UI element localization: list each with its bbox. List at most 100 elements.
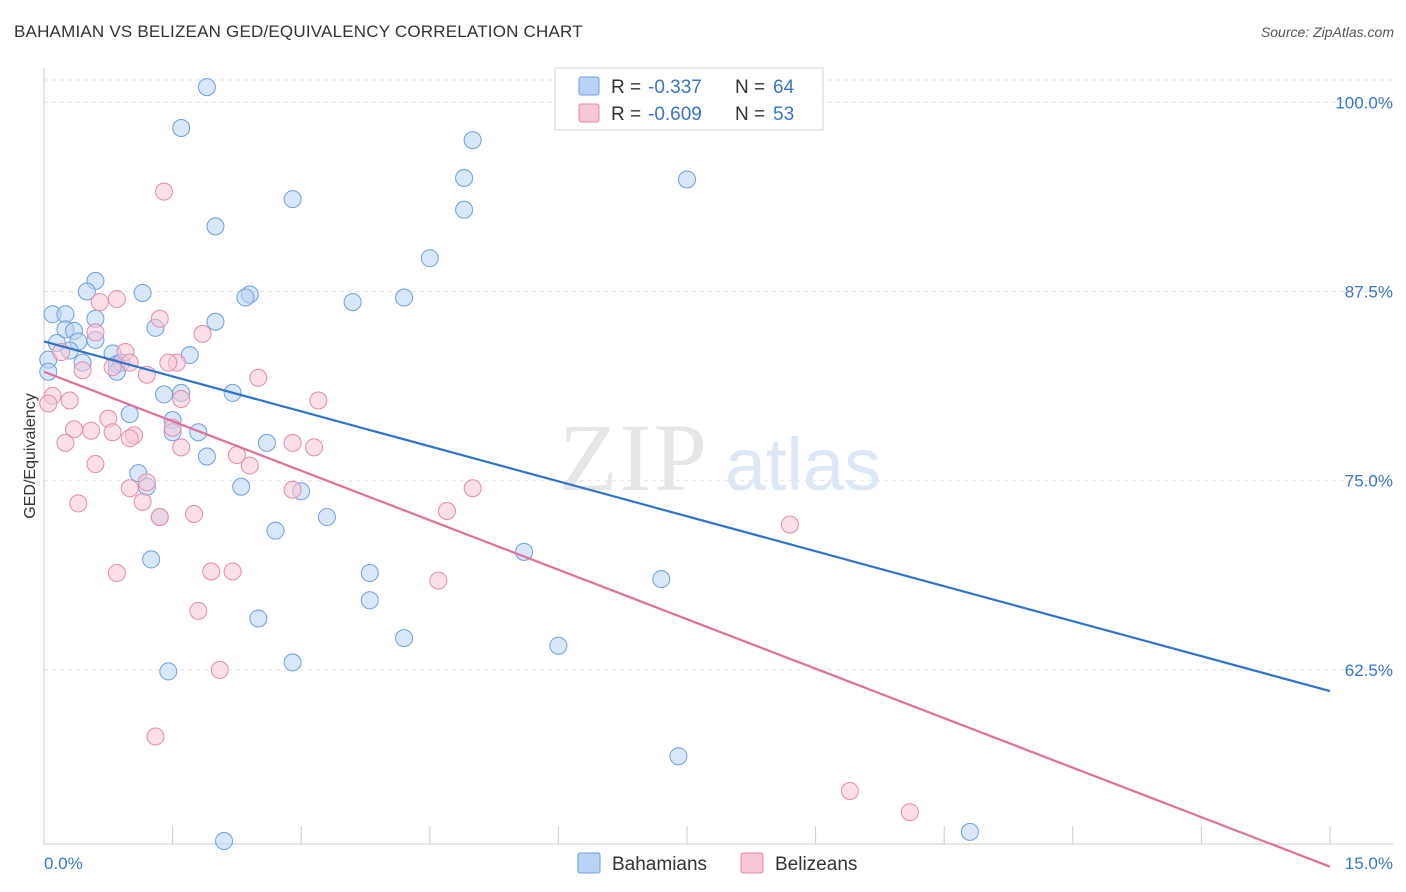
x-tick-label-max: 15.0% bbox=[1345, 854, 1393, 873]
point-bahamian bbox=[669, 747, 688, 766]
point-bahamian bbox=[283, 190, 302, 209]
series-belizeans bbox=[39, 182, 919, 822]
point-bahamian bbox=[56, 305, 75, 324]
point-belizean bbox=[86, 455, 105, 474]
y-tick-label: 75.0% bbox=[1345, 472, 1393, 491]
point-belizean bbox=[120, 479, 139, 498]
point-bahamian bbox=[39, 362, 58, 381]
point-belizean bbox=[103, 358, 122, 377]
point-belizean bbox=[82, 421, 101, 440]
point-belizean bbox=[90, 293, 109, 312]
point-belizean bbox=[107, 290, 126, 309]
point-belizean bbox=[172, 389, 191, 408]
point-belizean bbox=[86, 323, 105, 342]
point-belizean bbox=[429, 571, 448, 590]
point-belizean bbox=[155, 182, 174, 201]
point-bahamian bbox=[172, 119, 191, 138]
point-bahamian bbox=[236, 288, 255, 307]
point-belizean bbox=[189, 601, 208, 620]
trend-line-belizeans bbox=[43, 370, 1331, 868]
point-bahamian bbox=[155, 385, 174, 404]
point-bahamian bbox=[249, 609, 268, 628]
point-belizean bbox=[780, 515, 799, 534]
point-belizean bbox=[133, 492, 152, 511]
point-belizean bbox=[305, 438, 324, 457]
point-bahamian bbox=[197, 78, 216, 97]
point-belizean bbox=[240, 456, 259, 475]
point-belizean bbox=[283, 433, 302, 452]
legend: Bahamians Belizeans bbox=[577, 852, 857, 875]
trend-line-bahamians bbox=[43, 340, 1331, 693]
legend-label-belizeans[interactable]: Belizeans bbox=[775, 854, 857, 875]
point-belizean bbox=[159, 353, 178, 372]
point-bahamian bbox=[455, 168, 474, 187]
point-bahamian bbox=[215, 831, 234, 850]
point-bahamian bbox=[283, 653, 302, 672]
point-bahamian bbox=[206, 312, 225, 331]
point-belizean bbox=[107, 564, 126, 583]
chart-title: BAHAMIAN VS BELIZEAN GED/EQUIVALENCY COR… bbox=[14, 22, 583, 41]
series-bahamians bbox=[39, 78, 979, 850]
stats-box-frame bbox=[554, 67, 824, 131]
x-tick-label-min: 0.0% bbox=[44, 854, 83, 873]
watermark-atlas: atlas bbox=[725, 423, 881, 506]
stats-r-label: R = bbox=[611, 104, 646, 125]
point-belizean bbox=[120, 429, 139, 448]
stats-n-label: N = bbox=[735, 77, 770, 98]
point-bahamian bbox=[395, 629, 414, 648]
point-belizean bbox=[185, 505, 204, 524]
point-belizean bbox=[60, 391, 79, 410]
point-bahamian bbox=[455, 200, 474, 219]
point-belizean bbox=[103, 423, 122, 442]
legend-label-bahamians[interactable]: Bahamians bbox=[612, 854, 707, 875]
stats-r-value: -0.337 bbox=[648, 77, 702, 98]
chart-source: Source: ZipAtlas.com bbox=[1260, 24, 1394, 40]
point-belizean bbox=[39, 394, 58, 413]
point-belizean bbox=[69, 494, 88, 513]
y-axis-title: GED/Equivalency bbox=[22, 393, 39, 518]
point-bahamian bbox=[960, 822, 979, 841]
stats-n-value: 53 bbox=[773, 104, 794, 125]
point-belizean bbox=[193, 324, 212, 343]
point-bahamian bbox=[395, 288, 414, 307]
point-bahamian bbox=[266, 521, 285, 540]
point-belizean bbox=[137, 473, 156, 492]
stats-n-value: 64 bbox=[773, 77, 795, 98]
point-belizean bbox=[146, 727, 165, 746]
y-tick-label: 100.0% bbox=[1335, 93, 1393, 112]
point-bahamian bbox=[232, 477, 251, 496]
point-bahamian bbox=[317, 508, 336, 527]
point-bahamian bbox=[206, 217, 225, 236]
point-belizean bbox=[437, 501, 456, 520]
stats-r-label: R = bbox=[611, 77, 646, 98]
watermark-zip: ZIP bbox=[559, 404, 709, 511]
point-belizean bbox=[840, 782, 859, 801]
point-bahamian bbox=[77, 282, 96, 301]
point-bahamian bbox=[197, 447, 216, 466]
stats-row-belizeans: R = -0.609 N = 53 bbox=[611, 104, 794, 125]
point-bahamian bbox=[463, 131, 482, 150]
point-belizean bbox=[283, 480, 302, 499]
point-bahamian bbox=[549, 636, 568, 655]
point-belizean bbox=[900, 803, 919, 822]
point-bahamian bbox=[343, 293, 362, 312]
point-bahamian bbox=[159, 662, 178, 681]
point-belizean bbox=[223, 562, 242, 581]
point-belizean bbox=[150, 309, 169, 328]
point-bahamian bbox=[133, 284, 152, 303]
stats-swatch-belizeans bbox=[578, 103, 600, 123]
point-belizean bbox=[73, 361, 92, 380]
point-belizean bbox=[249, 368, 268, 387]
point-bahamian bbox=[360, 564, 379, 583]
stats-n-label: N = bbox=[735, 104, 770, 125]
point-belizean bbox=[309, 391, 328, 410]
point-belizean bbox=[463, 479, 482, 498]
point-belizean bbox=[150, 508, 169, 527]
point-bahamian bbox=[678, 170, 696, 189]
legend-swatch-bahamians[interactable] bbox=[577, 852, 601, 874]
point-bahamian bbox=[142, 550, 161, 569]
point-belizean bbox=[202, 562, 221, 581]
legend-swatch-belizeans[interactable] bbox=[740, 852, 764, 874]
point-bahamian bbox=[652, 570, 671, 589]
